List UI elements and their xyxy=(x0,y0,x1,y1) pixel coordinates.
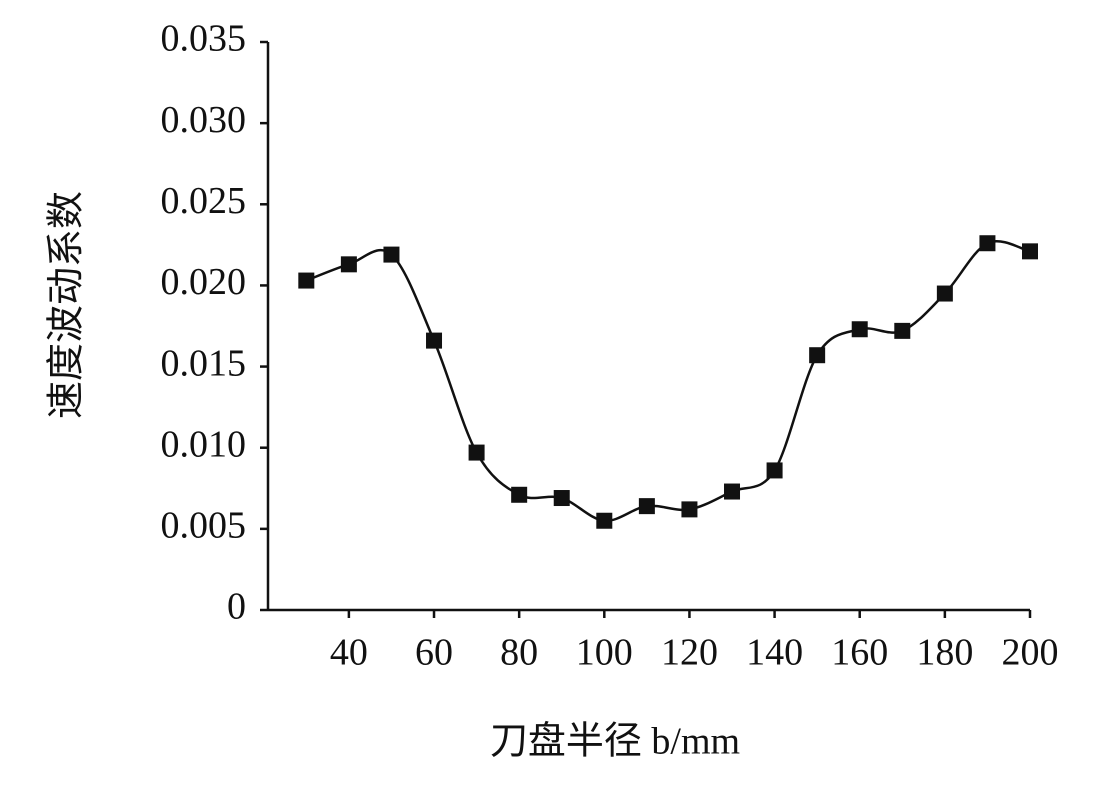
y-tick-label: 0.015 xyxy=(161,342,247,384)
x-tick-label: 60 xyxy=(415,632,453,674)
x-axis-label: 刀盘半径 b/mm xyxy=(490,721,740,763)
marker xyxy=(1022,243,1038,260)
marker xyxy=(894,322,911,339)
marker xyxy=(638,498,655,515)
marker xyxy=(596,512,613,529)
y-tick-label: 0.025 xyxy=(161,180,247,222)
x-tick-label: 80 xyxy=(500,632,538,674)
y-tick-label: 0 xyxy=(227,586,246,628)
marker xyxy=(340,256,357,273)
y-tick-label: 0.030 xyxy=(161,99,247,141)
x-tick-label: 120 xyxy=(661,632,718,674)
marker xyxy=(724,483,741,500)
marker xyxy=(511,486,528,503)
marker xyxy=(553,490,570,507)
y-tick-label: 0.035 xyxy=(161,18,247,60)
marker xyxy=(979,235,996,252)
x-tick-label: 200 xyxy=(1002,632,1059,674)
x-tick-label: 40 xyxy=(330,632,368,674)
y-tick-label: 0.005 xyxy=(161,505,247,547)
marker xyxy=(851,321,868,338)
x-tick-label: 160 xyxy=(831,632,888,674)
y-tick-label: 0.020 xyxy=(161,261,247,303)
marker xyxy=(681,501,698,518)
y-axis-label: 速度波动系数 xyxy=(46,191,88,419)
x-tick-label: 140 xyxy=(746,632,803,674)
marker xyxy=(809,347,826,364)
x-tick-label: 180 xyxy=(916,632,973,674)
y-tick-label: 0.010 xyxy=(161,423,247,465)
marker xyxy=(298,272,315,289)
line xyxy=(305,240,1031,522)
marker xyxy=(383,246,400,263)
marker xyxy=(426,332,443,349)
marker xyxy=(468,444,485,461)
marker xyxy=(766,462,783,479)
x-tick-label: 100 xyxy=(576,632,633,674)
marker xyxy=(936,285,953,302)
